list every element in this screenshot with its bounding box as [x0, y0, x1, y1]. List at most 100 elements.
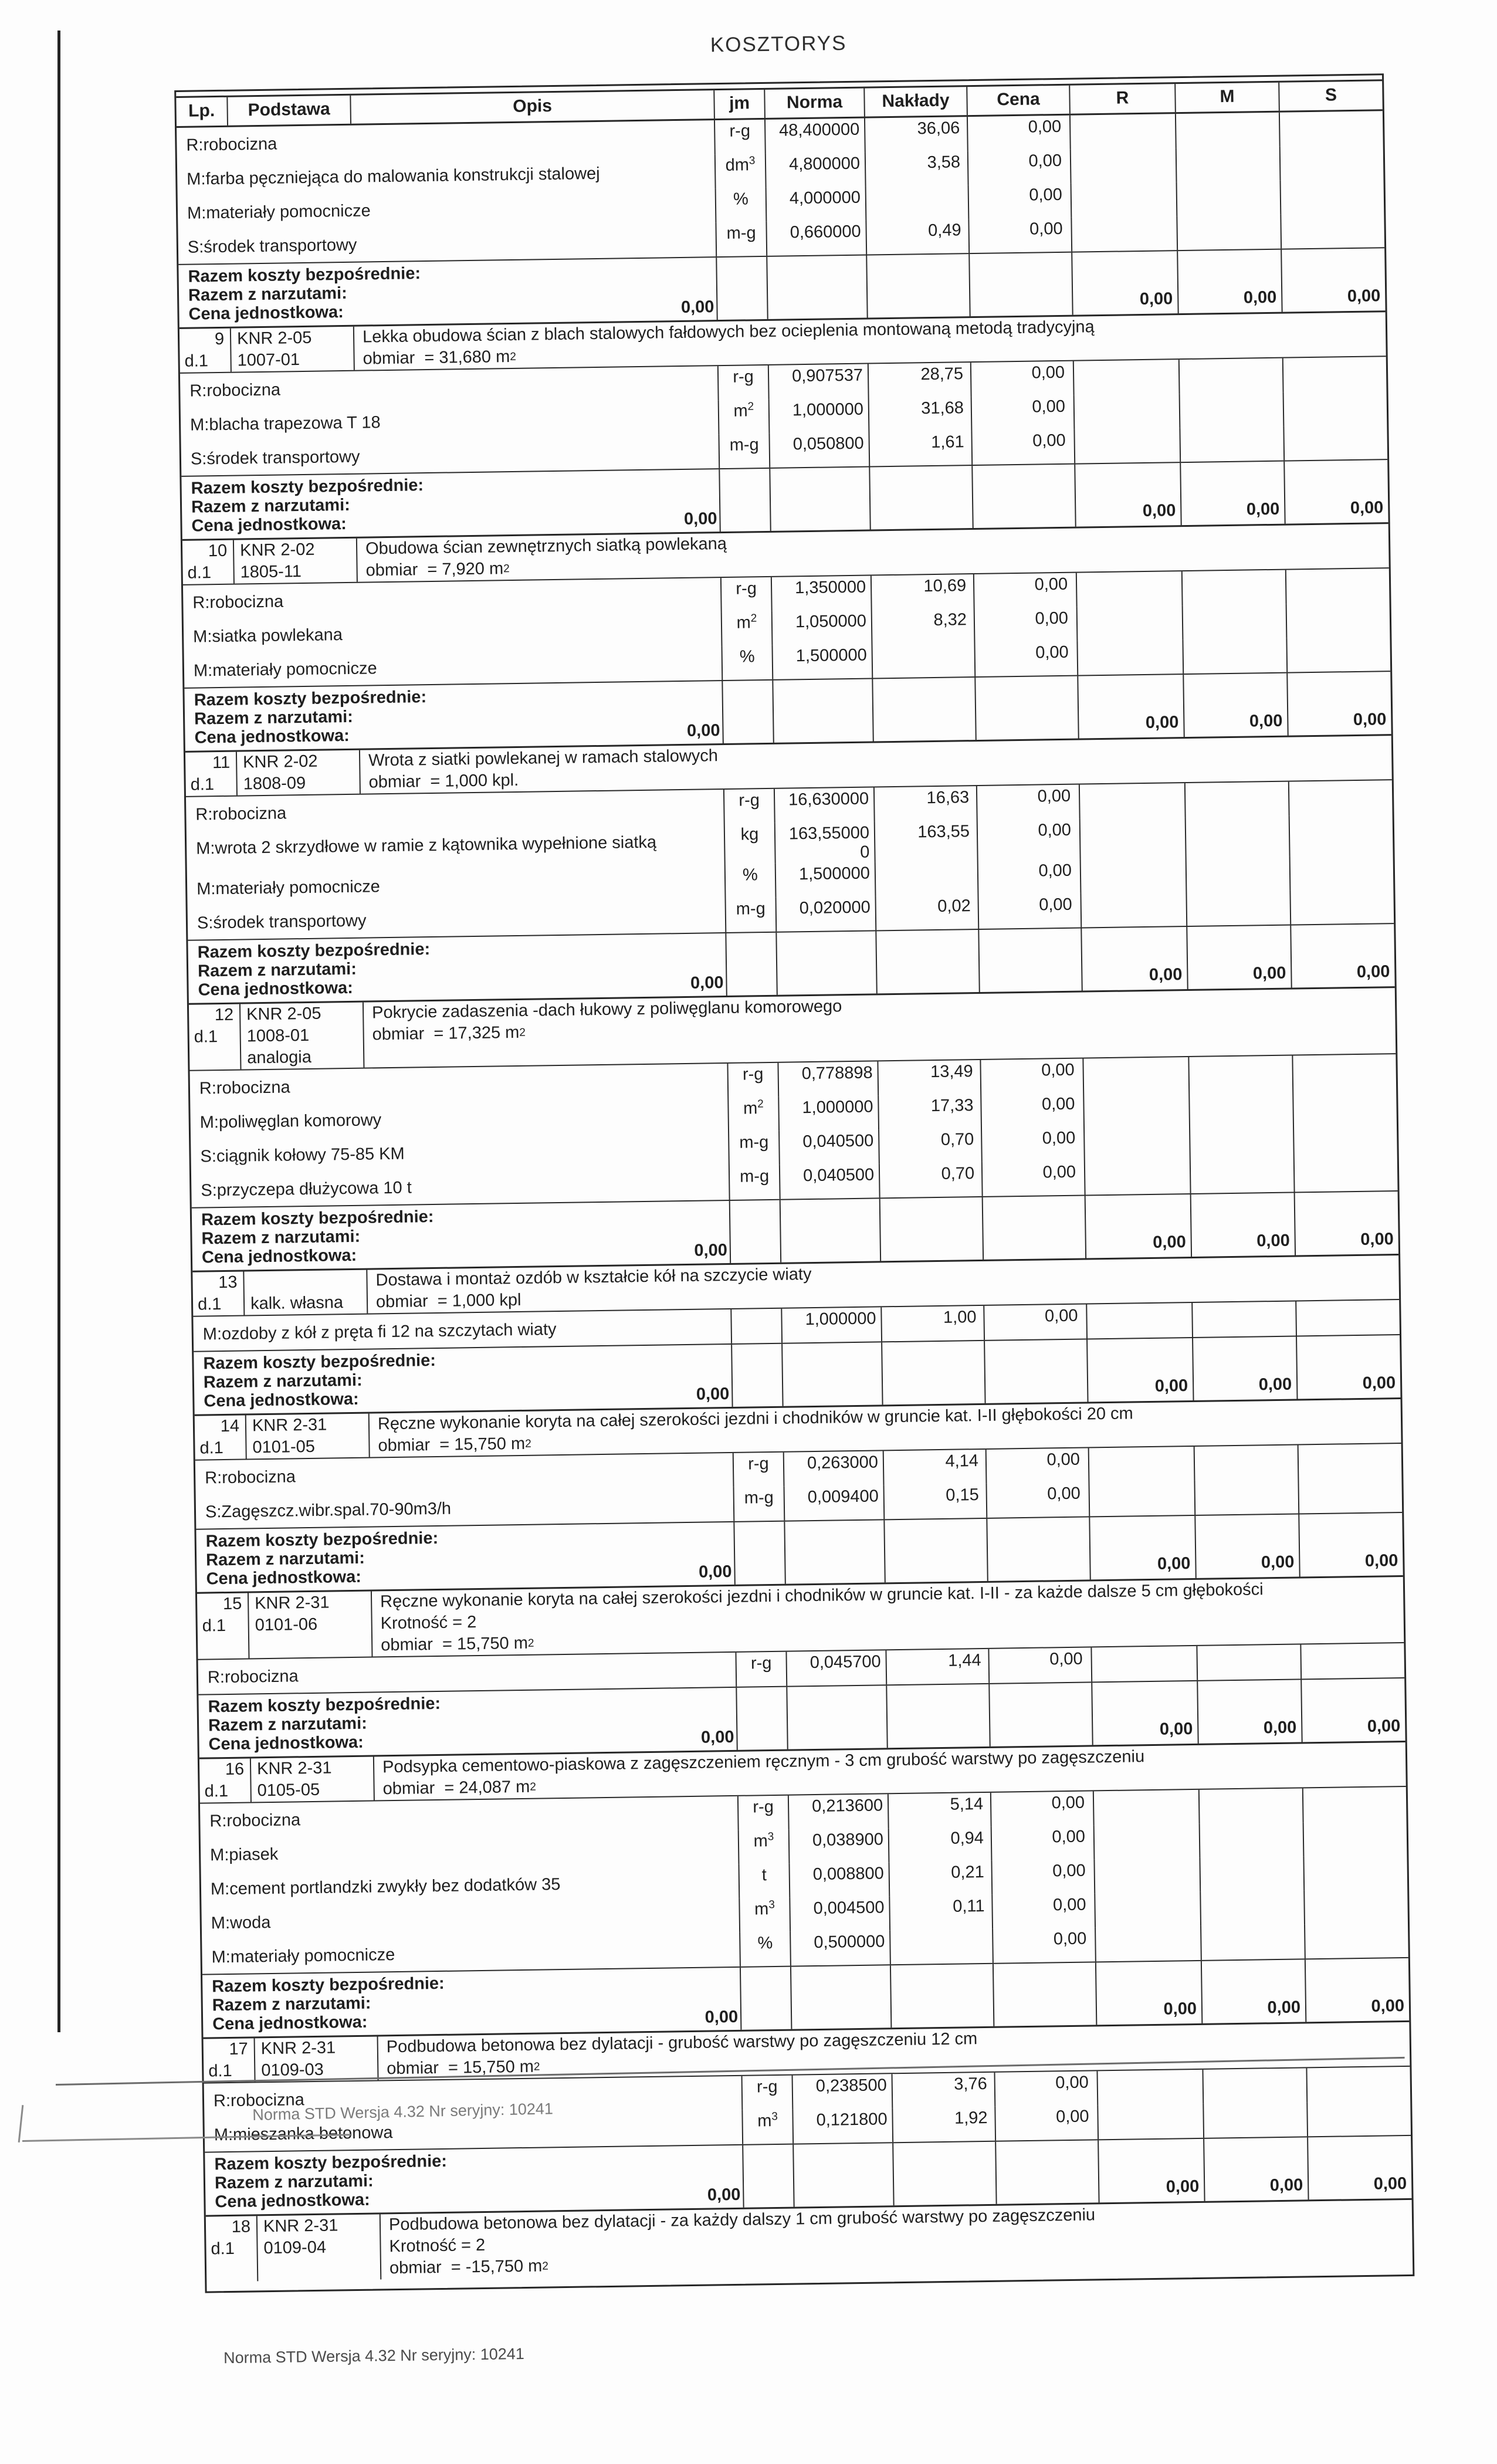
unit-cell: %: [721, 645, 773, 681]
column-header-jm: jm: [713, 89, 764, 119]
lp-cell: 9 d.1: [179, 329, 231, 373]
cena-value: 0,00: [973, 607, 1077, 643]
basis-line: KNR 2-31: [263, 2216, 338, 2236]
naklady-value: 0,21: [888, 1860, 992, 1897]
m-cell: [1189, 1157, 1294, 1194]
column-header-opis: Opis: [350, 90, 714, 124]
naklady-value: 4,14: [882, 1449, 986, 1485]
totals-s-value: 0,00: [1286, 672, 1391, 736]
totals-m-value: 0,00: [1177, 249, 1282, 314]
basis-line: analogia: [246, 1047, 312, 1068]
unit-cell: r-g: [727, 1062, 778, 1098]
item-number: 12: [214, 1005, 234, 1025]
r-cell: [1072, 360, 1179, 395]
cena-value: 0,00: [991, 1859, 1095, 1895]
r-cell: [1092, 1789, 1199, 1826]
r-cell: [1083, 1159, 1190, 1195]
totals-s-value: 0,00: [1283, 460, 1388, 524]
unit-cell: m3: [739, 1897, 790, 1932]
norma-value: 1,500000: [774, 862, 875, 898]
m-cell: [1175, 146, 1280, 182]
m-cell: [1202, 2068, 1307, 2104]
basis-line: KNR 2-05: [246, 1004, 321, 1024]
cost-table: Lp. Podstawa Opis jm Norma Nakłady Cena R M S R:ro…: [174, 73, 1415, 2293]
totals-unitprice-value: 0,00: [705, 2007, 739, 2027]
cena-value: 0,00: [977, 859, 1081, 895]
item-number: 10: [208, 541, 228, 561]
s-cell: [1285, 603, 1390, 638]
naklady-value: [889, 1928, 993, 1965]
unit-cell-empty: [733, 1521, 785, 1585]
totals-r-value: 0,00: [1077, 675, 1184, 739]
r-cell: [1086, 1302, 1193, 1339]
cena-value: 0,00: [967, 183, 1071, 219]
basis-cell: KNR 2-31 0109-03: [253, 2036, 378, 2082]
totals-labels: Razem koszty bezpośrednie: Razem z narzut…: [202, 1968, 740, 2037]
m-cell: [1178, 392, 1283, 428]
totals-s-value: 0,00: [1304, 1958, 1410, 2022]
unit-cell-empty: [722, 680, 773, 744]
totals-r-value: 0,00: [1071, 251, 1178, 315]
m-cell: [1181, 604, 1286, 640]
naklady-value: 31,68: [868, 397, 971, 432]
norma-value: 1,350000: [770, 576, 871, 611]
m-cell: [1200, 1890, 1305, 1926]
unit-cell: r-g: [737, 1795, 788, 1830]
column-header-nakady: Nakłady: [863, 87, 967, 117]
r-cell: [1082, 1057, 1189, 1093]
unit-cell-empty: [729, 1200, 781, 1263]
r-cell: [1095, 1925, 1201, 1962]
totals-unitprice-value: 0,00: [694, 1240, 728, 1260]
totals-s-value: 0,00: [1281, 248, 1386, 312]
totals-unitprice-label: Cena jednostkowa:: [188, 302, 344, 324]
totals-m-value: 0,00: [1197, 1680, 1302, 1744]
norma-value: 0,008800: [788, 1862, 889, 1898]
cena-cell-empty: [978, 928, 1082, 992]
footer-text: Norma STD Wersja 4.32 Nr seryjny: 10241: [223, 2345, 524, 2367]
description-cell: Pokrycie zadaszenia -dach łukowy z poliw…: [362, 988, 1396, 1068]
r-cell: [1083, 1125, 1190, 1161]
cena-value: 0,00: [967, 149, 1071, 185]
totals-labels: Razem koszty bezpośrednie: Razem z narzut…: [205, 2145, 743, 2215]
unit-cell: r-g: [713, 119, 765, 155]
naklady-cell-empty: [875, 930, 979, 994]
s-cell: [1292, 1088, 1397, 1124]
unit-cell: m3: [741, 2109, 793, 2144]
totals-unitprice-value: 0,00: [700, 1727, 734, 1747]
m-cell: [1174, 112, 1279, 148]
unit-cell: t: [738, 1863, 790, 1898]
norma-cell-empty: [781, 1342, 882, 1406]
m-cell: [1184, 781, 1289, 818]
basis-line: 0101-06: [255, 1615, 318, 1635]
basis-line: 0105-05: [257, 1780, 320, 1800]
column-header-podstawa: Podstawa: [226, 95, 350, 126]
unit-cell: m-g: [728, 1131, 779, 1166]
lp-cell: 15 d.1: [197, 1593, 249, 1659]
basis-line: 1007-01: [237, 350, 300, 370]
totals-labels: Razem koszty bezpośrednie: Razem z narzut…: [192, 1201, 730, 1271]
r-cell: [1097, 2103, 1204, 2140]
norma-value: 163,55000 0: [774, 821, 875, 864]
unit-cell-empty: [739, 1967, 791, 2030]
lp-cell: 18 d.1: [206, 2216, 258, 2282]
cena-cell-empty: [986, 1517, 1090, 1581]
item-subnumber: d.1: [199, 1439, 224, 1458]
item-number: 15: [222, 1594, 242, 1614]
naklady-value: [865, 185, 968, 221]
s-cell: [1285, 568, 1390, 604]
norma-cell-empty: [779, 1199, 880, 1263]
s-cell: [1306, 2066, 1411, 2103]
naklady-value: 0,15: [883, 1483, 987, 1519]
totals-unitprice-label: Cena jednostkowa:: [204, 1389, 359, 1411]
norma-cell-empty: [775, 931, 876, 995]
naklady-cell-empty: [886, 1684, 990, 1748]
m-cell: [1203, 2102, 1308, 2138]
unit-cell-empty: [725, 932, 777, 996]
totals-s-value: 0,00: [1296, 1335, 1401, 1399]
totals-unitprice-value: 0,00: [686, 720, 720, 740]
norma-value: 16,630000: [773, 787, 874, 823]
column-header-lp: Lp.: [188, 101, 215, 121]
naklady-value: 1,61: [868, 431, 972, 466]
basis-line: kalk. własna: [250, 1293, 344, 1314]
basis-cell: kalk. własna: [243, 1270, 367, 1315]
